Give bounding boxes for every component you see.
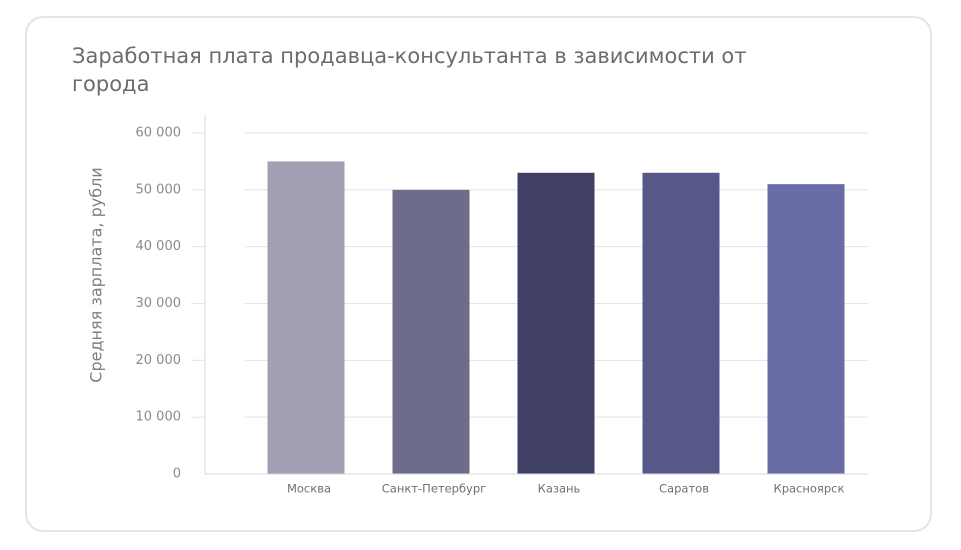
y-tick-label: 30 000 <box>136 296 182 311</box>
bar-4 <box>767 184 845 474</box>
x-tick-labels: Москва Санкт-Петербург Казань Саратов Красно… <box>287 482 845 496</box>
y-tick-label: 60 000 <box>136 126 182 141</box>
bar-3 <box>642 172 720 475</box>
x-tick-label: Казань <box>538 482 581 496</box>
y-tick-labels: 0 10 000 20 000 30 000 40 000 50 000 60 000 <box>136 126 182 482</box>
bar-2 <box>517 172 595 475</box>
y-tick-label: 40 000 <box>136 239 182 254</box>
x-tick-label: Санкт-Петербург <box>382 482 486 496</box>
x-tick-label: Саратов <box>659 482 709 496</box>
chart-title: Заработная плата продавца-консультанта в… <box>72 44 747 96</box>
bar-1 <box>392 189 470 475</box>
y-tick-label: 0 <box>173 467 181 482</box>
y-axis-label: Средняя зарплата, рубли <box>87 167 106 382</box>
x-tick-label: Красноярск <box>774 482 845 496</box>
y-tick-label: 10 000 <box>136 410 182 425</box>
axes <box>204 115 868 475</box>
x-tick-label: Москва <box>287 482 331 496</box>
bars <box>267 161 845 475</box>
y-tick-label: 50 000 <box>136 182 182 197</box>
bar-0 <box>267 161 345 474</box>
y-tick-label: 20 000 <box>136 353 182 368</box>
